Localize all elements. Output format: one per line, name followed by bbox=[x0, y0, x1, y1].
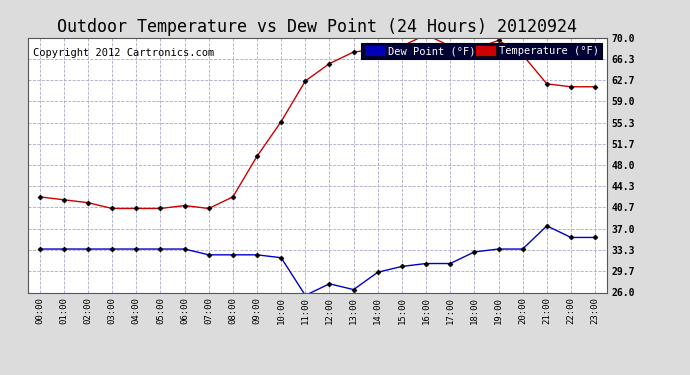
Legend: Dew Point (°F), Temperature (°F): Dew Point (°F), Temperature (°F) bbox=[362, 43, 602, 59]
Title: Outdoor Temperature vs Dew Point (24 Hours) 20120924: Outdoor Temperature vs Dew Point (24 Hou… bbox=[57, 18, 578, 36]
Text: Copyright 2012 Cartronics.com: Copyright 2012 Cartronics.com bbox=[33, 48, 215, 58]
